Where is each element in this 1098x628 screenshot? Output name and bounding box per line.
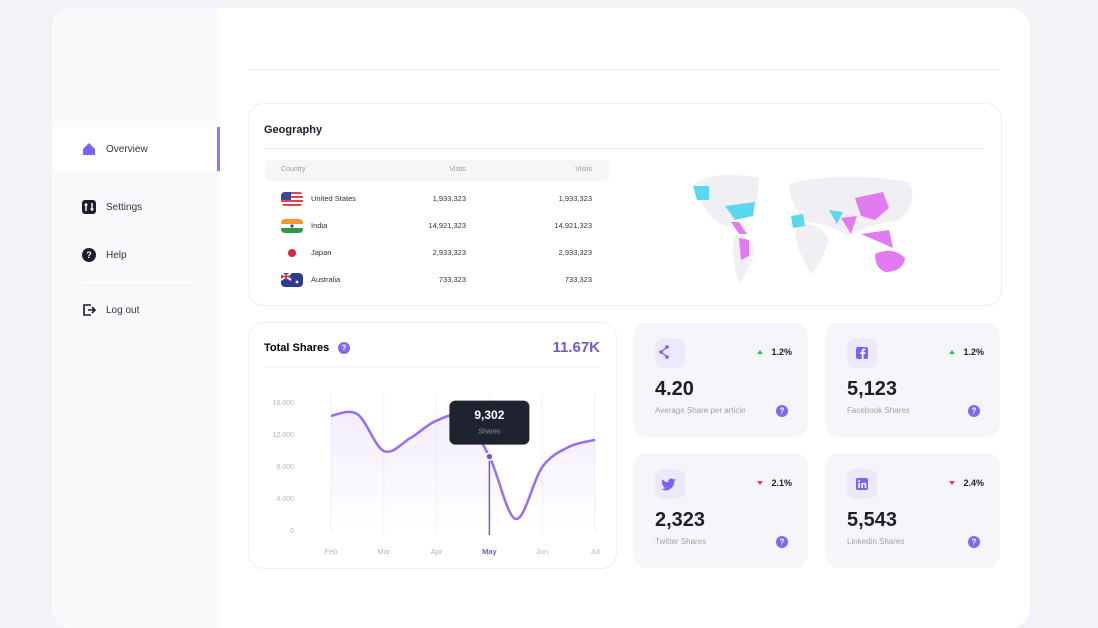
stat-label: Linkedin Shares [847,537,905,546]
country-cell: Japan [311,248,332,257]
stat-card: 2.4% 5,543 Linkedin Shares? [825,453,1000,568]
svg-text:?: ? [972,538,977,547]
stat-change: 2.4% [963,478,984,488]
line-chart: Total Shares ? 11.67K 0 4,000 8,000 12,000 1… [264,339,600,556]
nav-label: Log out [106,304,140,316]
tooltip [449,400,530,445]
svg-text:?: ? [972,407,977,416]
help-icon[interactable]: ? [776,536,788,548]
stat-icon [847,469,877,499]
card-title: Geography [264,124,323,136]
stat-value: 2,323 [655,509,706,531]
geo-table: Country Visits Visits United States 1,933,32… [265,160,609,300]
flag [281,246,303,260]
total-value: 11.67K [552,339,600,356]
sidebar: Overview Settings ? Help Log out [52,8,220,628]
highlight-point [485,452,494,461]
nav-item[interactable]: Log out [52,288,220,332]
stat-icon [655,338,685,368]
x-tick-label: Jun [536,547,548,556]
flag [281,192,303,206]
stat-icon [847,338,877,368]
settings-icon [82,200,96,214]
x-tick-label: Apr [431,547,443,556]
x-tick-label: May [482,547,497,556]
stat-value: 5,123 [847,378,898,400]
stat-card: 2.1% 2,323 Twitter Shares? [633,453,808,568]
stat-label: Average Share per article [655,406,746,415]
app-frame: Overview Settings ? Help Log out Geograp… [52,8,1030,628]
country-cell: Australia [311,275,341,284]
stat-value: 5,543 [847,509,898,531]
stat-card: 1.2% 5,123 Facebook Shares? [825,322,1000,437]
stat-label: Facebook Shares [847,406,910,415]
stat-label: Twitter Shares [655,537,707,546]
y-tick-label: 0 [290,528,294,535]
y-tick-label: 16,000 [273,400,295,407]
column-header: Country [281,166,306,173]
help-icon[interactable]: ? [968,536,980,548]
visits-cell: 2,933,323 [558,248,592,257]
svg-text:?: ? [86,250,92,260]
help-icon[interactable]: ? [968,405,980,417]
table-header [265,160,609,181]
y-tick-label: 8,000 [276,464,294,471]
help-icon[interactable] [338,342,350,354]
world-map [693,174,913,284]
chart-title: Total Shares [264,342,329,354]
total-shares-card: Total Shares ? 11.67K 0 4,000 8,000 12,000 1… [248,322,617,569]
geography-card: Geography Country Visits Visits United Stat… [248,103,1002,306]
x-tick-label: Mar [377,547,390,556]
stat-change: 1.2% [771,347,792,357]
help-glyph: ? [342,344,347,353]
visits-cell: 14,921,323 [554,221,592,230]
nav-item[interactable]: Settings [52,185,220,229]
tooltip-value: 9,302 [474,408,504,422]
trend-arrow [757,481,763,485]
x-tick-label: Jul [590,547,600,556]
stat-icon [655,469,685,499]
help-icon: ? [82,248,96,262]
svg-text:?: ? [780,407,785,416]
y-tick-label: 4,000 [276,496,294,503]
trend-arrow [949,350,955,354]
visits-cell: 733,323 [564,275,592,284]
visits-cell: 1,933,323 [558,194,592,203]
visits-cell: 1,933,323 [432,194,466,203]
visits-cell: 733,323 [438,275,466,284]
x-tick-label: Feb [325,547,338,556]
divider [82,285,192,286]
country-cell: India [311,221,328,230]
trend-arrow [949,481,955,485]
logout-icon [83,304,96,316]
country-cell: United States [311,194,357,203]
nav-item[interactable]: ? Help [52,233,220,277]
stat-change: 2.1% [771,478,792,488]
help-icon[interactable]: ? [776,405,788,417]
svg-text:?: ? [780,538,785,547]
column-header: Visits [575,166,592,173]
nav-label: Settings [106,201,143,213]
column-header: Visits [449,166,466,173]
nav-label: Overview [106,143,148,155]
stat-change: 1.2% [963,347,984,357]
stat-card: 1.2% 4.20 Average Share per article? [633,322,808,437]
stat-value: 4.20 [655,378,694,400]
header-divider [248,69,1000,70]
trend-arrow [757,350,763,354]
divider [264,148,984,149]
nav-item[interactable]: Overview [52,127,220,171]
visits-cell: 2,933,323 [432,248,466,257]
y-tick-label: 12,000 [273,432,295,439]
tooltip-label: Shares [478,428,501,435]
flag [281,273,303,287]
home-icon [83,143,95,155]
flag [281,219,303,233]
visits-cell: 14,921,323 [428,221,466,230]
nav-label: Help [106,249,127,261]
